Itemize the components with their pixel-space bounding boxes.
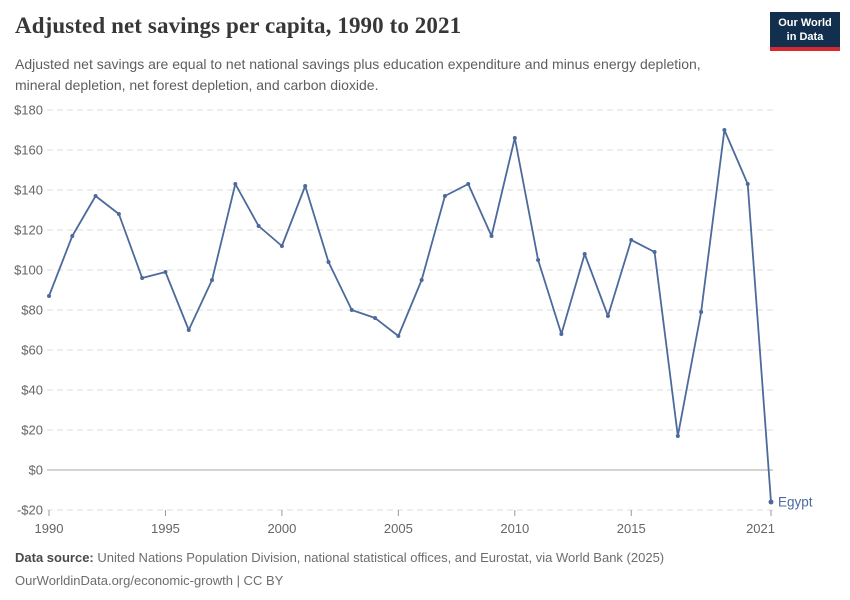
data-point: [582, 252, 587, 256]
data-point: [163, 270, 168, 274]
chart-subtitle: Adjusted net savings are equal to net na…: [15, 54, 775, 96]
x-axis-label: 2005: [384, 521, 413, 536]
data-point: [326, 260, 331, 264]
data-point: [489, 234, 494, 238]
footer-source-text: United Nations Population Division, nati…: [93, 550, 665, 565]
data-point: [442, 194, 447, 198]
data-point: [256, 224, 261, 228]
data-point: [396, 334, 401, 338]
footer-license-line: OurWorldinData.org/economic-growth | CC …: [15, 573, 284, 588]
footer-source-line: Data source: United Nations Population D…: [15, 546, 835, 569]
data-point: [652, 250, 657, 254]
line-chart: -$20 $0 $20 $40 $60 $80 $100 $120 $140 $160 $180 19…: [14, 103, 813, 537]
y-axis-label: $180: [14, 103, 43, 118]
y-axis-label: $160: [14, 143, 43, 158]
data-point: [47, 294, 51, 298]
y-axis-label: $20: [21, 423, 43, 438]
y-axis-label: -$20: [17, 503, 43, 518]
data-point: [210, 278, 215, 282]
y-axis-label: $140: [14, 183, 43, 198]
owid-logo-line-2: in Data: [786, 31, 824, 43]
footer-source-label: Data source:: [15, 550, 94, 565]
chart-subtitle-line-1: Adjusted net savings are equal to net na…: [15, 56, 701, 72]
y-axis-label: $120: [14, 223, 43, 238]
data-point: [629, 238, 634, 242]
data-point: [605, 314, 610, 318]
y-axis-label: $80: [21, 303, 43, 318]
y-axis-label: $0: [29, 463, 43, 478]
data-point: [186, 328, 191, 332]
data-line-egypt: [48, 129, 772, 503]
chart-subtitle-line-2: mineral depletion, net forest depletion,…: [15, 77, 379, 93]
data-point: [722, 128, 727, 132]
data-point: [675, 434, 680, 438]
x-axis-label: 2015: [617, 521, 646, 536]
data-point: [559, 332, 564, 336]
y-axis-label: $100: [14, 263, 43, 278]
data-point: [373, 316, 378, 320]
data-point: [70, 234, 75, 238]
chart-footer: Data source: United Nations Population D…: [15, 546, 835, 592]
y-axis-label: $40: [21, 383, 43, 398]
entity-end-label[interactable]: Egypt: [778, 495, 813, 510]
y-axis-label: $60: [21, 343, 43, 358]
data-point: [233, 182, 238, 186]
owid-logo[interactable]: Our World in Data: [770, 12, 840, 51]
x-axis-label: 2000: [267, 521, 296, 536]
x-axis-label: 2010: [500, 521, 529, 536]
data-point: [93, 194, 98, 198]
data-point: [512, 136, 517, 140]
page-title: Adjusted net savings per capita, 1990 to…: [15, 13, 462, 38]
data-point: [745, 182, 750, 186]
x-axis-label: 2021: [746, 521, 775, 536]
data-point: [536, 258, 541, 262]
data-point: [279, 244, 284, 248]
data-point: [140, 276, 145, 280]
data-point: [419, 278, 424, 282]
x-axis-label: 1995: [151, 521, 180, 536]
data-point: [349, 308, 354, 312]
owid-logo-line-1: Our World: [778, 17, 832, 29]
data-point: [699, 310, 704, 314]
data-point: [466, 182, 471, 186]
data-point: [116, 212, 121, 216]
data-point: [768, 499, 774, 505]
data-point: [303, 184, 308, 188]
x-axis-label: 1990: [35, 521, 64, 536]
